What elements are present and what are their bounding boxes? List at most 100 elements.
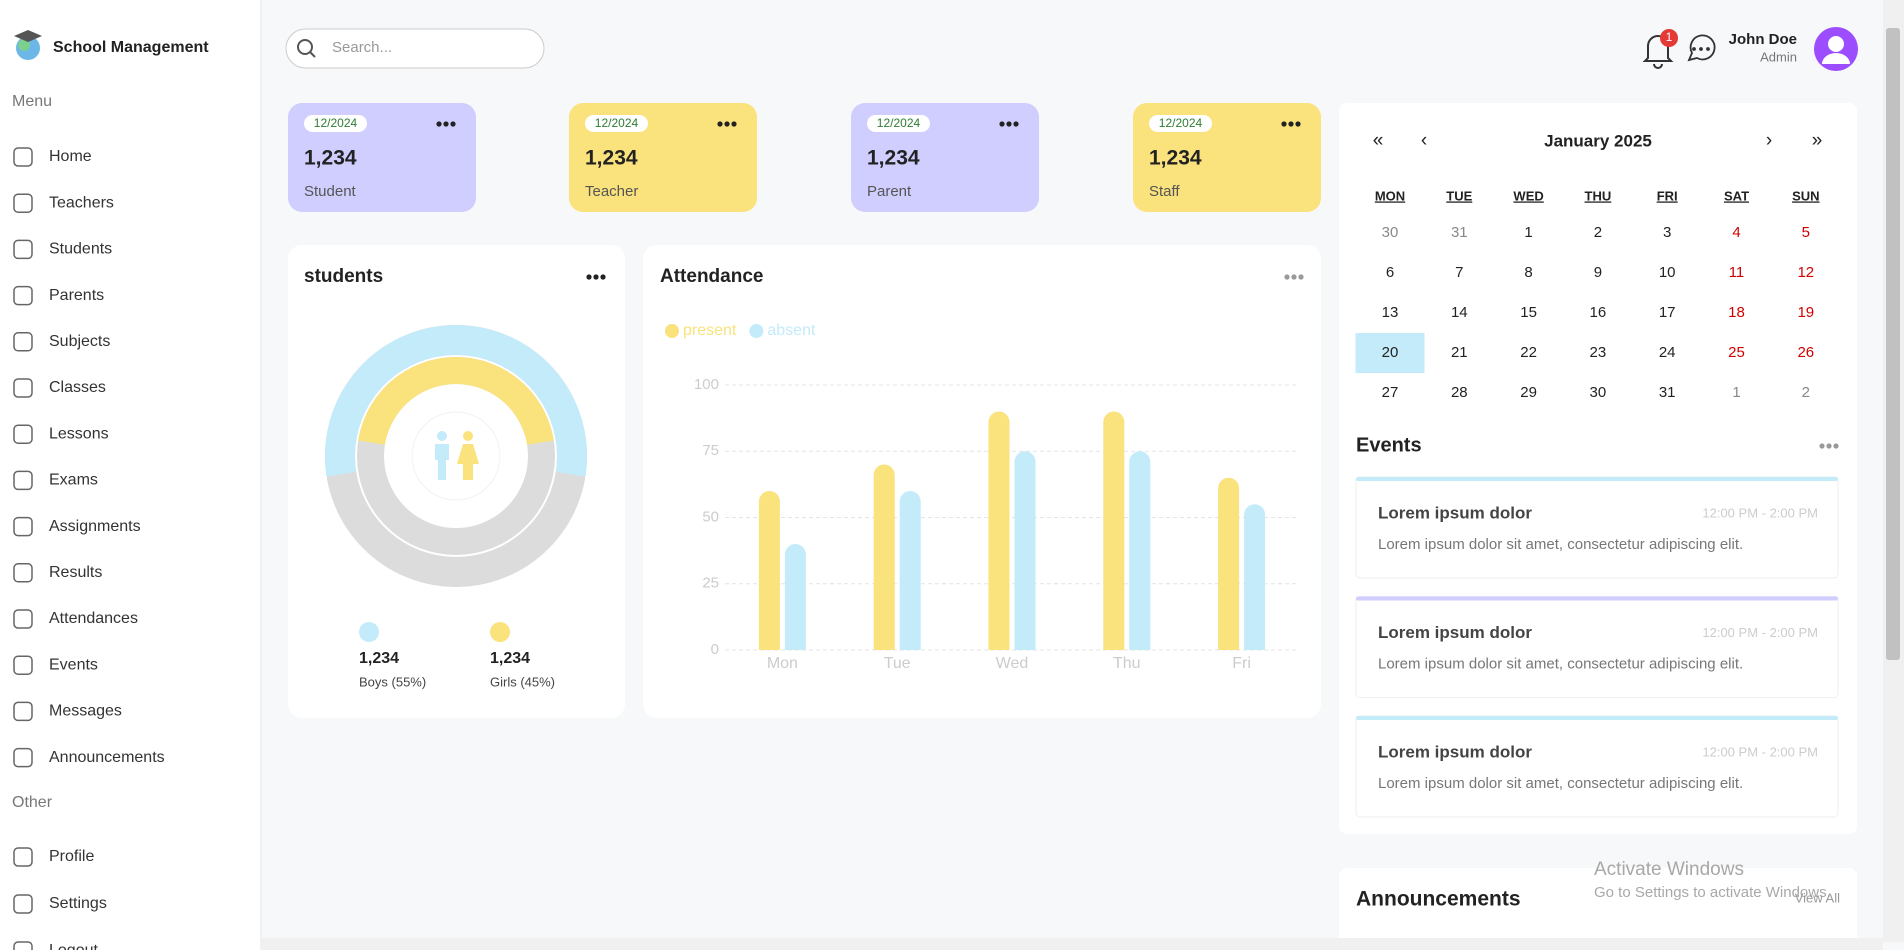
menu-icon [13, 470, 33, 491]
date-pill [1149, 115, 1212, 132]
more-icon [450, 121, 456, 127]
calendar-day: 14 [1451, 304, 1468, 321]
calendar-day: 1 [1524, 224, 1532, 241]
weekday: SUN [1792, 188, 1819, 203]
bar [784, 544, 806, 650]
legend-label: Boys (55%) [359, 674, 426, 689]
calendar-day: 5 [1802, 224, 1810, 241]
menu-icon [13, 285, 33, 306]
menu-icon [13, 193, 33, 213]
horizontal-scrollbar[interactable] [262, 938, 1883, 950]
weekday: TUE [1446, 188, 1472, 203]
notification-badge [1660, 29, 1678, 47]
search-icon [309, 51, 316, 58]
card-value: 1,234 [867, 147, 920, 170]
menu-item: Settings [49, 895, 107, 912]
calendar-day: 20 [1382, 344, 1399, 361]
weekday: WED [1513, 188, 1543, 203]
bar [1103, 411, 1125, 650]
legend-label: present [683, 322, 737, 339]
menu-item: Profile [49, 848, 94, 865]
event-accent [1356, 596, 1838, 601]
more-icon [717, 121, 723, 127]
announcements-panel [1339, 868, 1857, 950]
menu-icon [13, 239, 33, 260]
girl-icon [457, 444, 479, 480]
x-tick-label: Wed [996, 655, 1029, 672]
legend-count: 1,234 [490, 650, 530, 667]
scrollbar-thumb[interactable] [1886, 28, 1900, 660]
more-icon [586, 274, 592, 280]
menu-item: Messages [49, 703, 122, 720]
logo [14, 30, 42, 60]
calendar-day: 28 [1451, 384, 1468, 401]
menu-item: Teachers [49, 194, 114, 211]
search-box[interactable] [285, 28, 545, 69]
search-placeholder: Search... [332, 39, 392, 56]
chat-icon[interactable] [1687, 34, 1716, 62]
menu-icon [13, 894, 33, 914]
calendar-day: 24 [1659, 344, 1676, 361]
x-tick-label: Thu [1113, 655, 1141, 672]
legend-dot [359, 622, 379, 642]
legend-dot [749, 324, 764, 338]
menu-icon [13, 941, 33, 950]
calendar-day: 30 [1590, 384, 1607, 401]
menu-icon [13, 563, 33, 583]
more-icon [443, 121, 449, 127]
menu-icon [13, 516, 33, 537]
more-icon [724, 121, 730, 127]
more-icon [1291, 274, 1297, 280]
view-all-link[interactable]: View All [1795, 890, 1840, 905]
calendar-day: 6 [1386, 264, 1394, 281]
menu-icon [13, 609, 33, 629]
legend-dot [665, 324, 679, 338]
event-time: 12:00 PM - 2:00 PM [1702, 505, 1818, 520]
menu-icon [13, 378, 33, 398]
menu-icon [13, 424, 33, 444]
bar [1218, 477, 1240, 650]
more-icon [1826, 443, 1832, 449]
calendar-day: 31 [1659, 384, 1676, 401]
panel-title: students [304, 266, 383, 287]
avatar-icon [1822, 53, 1850, 64]
legend-dot [490, 622, 510, 642]
calendar-day: 8 [1524, 264, 1532, 281]
x-tick-label: Tue [884, 655, 911, 672]
more-icon [593, 274, 599, 280]
y-tick-label: 50 [702, 508, 719, 525]
menu-icon [13, 701, 33, 722]
more-icon [1006, 121, 1012, 127]
calendar-day: 2 [1802, 384, 1810, 401]
calendar-day: 29 [1520, 384, 1537, 401]
boy-icon [435, 444, 449, 480]
more-icon [1819, 443, 1825, 449]
more-icon [999, 121, 1005, 127]
sidebar [0, 0, 261, 950]
more-icon [1298, 274, 1304, 280]
calendar-day: 3 [1663, 224, 1671, 241]
bar [1129, 451, 1151, 650]
search-icon [297, 39, 313, 55]
menu-icon [13, 847, 33, 867]
avatar-icon [1828, 36, 1844, 52]
menu-item: Announcements [49, 749, 165, 766]
calendar-day: 27 [1382, 384, 1399, 401]
more-icon [600, 274, 606, 280]
menu-icon [13, 747, 33, 768]
legend-label: Girls (45%) [490, 674, 555, 689]
event-description: Lorem ipsum dolor sit amet, consectetur … [1378, 775, 1743, 792]
user-role: Admin [1760, 49, 1797, 64]
calendar-nav: ‹ [1421, 130, 1427, 151]
watermark-title: Activate Windows [1594, 859, 1744, 880]
card-date: 12/2024 [877, 116, 921, 130]
weekday: FRI [1657, 188, 1678, 203]
calendar-nav: « [1373, 130, 1384, 151]
calendar-day: 19 [1797, 304, 1814, 321]
event-card [1355, 476, 1839, 579]
card-date: 12/2024 [1159, 116, 1203, 130]
bar [758, 491, 780, 650]
brand: School Management [53, 39, 209, 56]
event-card [1355, 715, 1839, 818]
